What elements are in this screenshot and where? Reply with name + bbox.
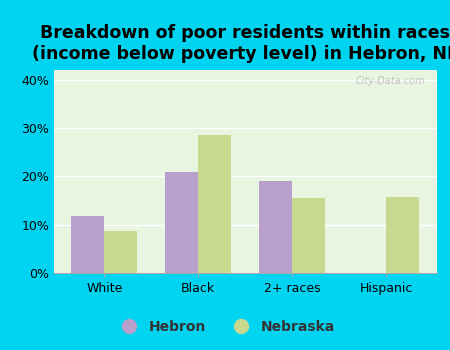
Bar [198,135,231,273]
Text: City-Data.com: City-Data.com [356,76,425,86]
Bar [72,216,104,273]
Legend: Hebron, Nebraska: Hebron, Nebraska [110,314,340,340]
Bar [104,231,137,273]
Bar [259,181,292,273]
Title: Breakdown of poor residents within races
(income below poverty level) in Hebron,: Breakdown of poor residents within races… [32,24,450,63]
Bar [386,197,419,273]
Bar [292,198,325,273]
Bar [165,172,198,273]
